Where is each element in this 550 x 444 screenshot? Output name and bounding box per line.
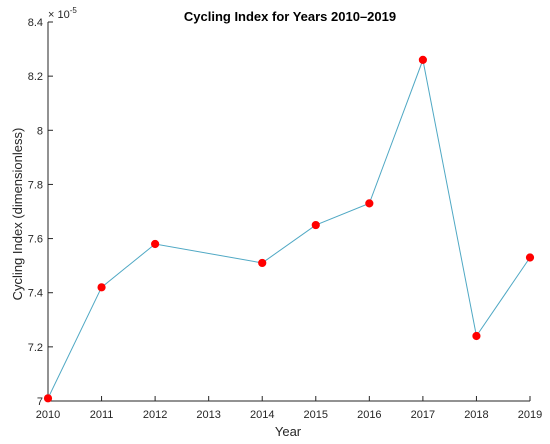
- data-point: [525, 253, 535, 262]
- data-point: [151, 239, 160, 249]
- x-tick-label: 2019: [518, 409, 542, 421]
- y-axis-exponent-power: -5: [70, 6, 78, 15]
- data-point: [365, 199, 374, 208]
- data-point: [472, 331, 481, 341]
- data-point: [258, 258, 267, 268]
- data-point: [418, 55, 427, 65]
- y-axis-label: Cycling Index (dimensionless): [10, 128, 25, 301]
- y-axis-exponent: × 10-5: [48, 6, 77, 21]
- x-tick-label: 2017: [411, 409, 435, 421]
- y-tick-label: 7.8: [28, 179, 43, 191]
- y-tick-label: 8.2: [28, 71, 43, 83]
- y-axis-exponent-base: × 10: [48, 9, 70, 21]
- y-tick-label: 7.6: [28, 234, 43, 246]
- x-tick-label: 2018: [464, 409, 488, 421]
- x-tick-label: 2014: [250, 409, 274, 421]
- y-tick-label: 7.4: [28, 288, 43, 300]
- y-tick-label: 7.2: [28, 342, 43, 354]
- x-tick-label: 2011: [90, 409, 114, 421]
- x-tick-label: 2012: [143, 409, 167, 421]
- y-tick-label: 8: [37, 125, 43, 137]
- chart-title: Cycling Index for Years 2010–2019: [184, 9, 396, 24]
- data-point: [311, 220, 320, 230]
- y-tick-label: 8.4: [28, 17, 43, 29]
- x-tick-label: 2015: [304, 409, 328, 421]
- y-tick-label: 7: [37, 396, 43, 408]
- series-markers: [43, 55, 535, 403]
- series-line: [47, 58, 531, 399]
- y-ticks: 7 7.2 7.4 7.6 7.8 8 8.2 8.4: [28, 17, 53, 408]
- x-tick-label: 2016: [357, 409, 381, 421]
- x-tick-label: 2013: [196, 409, 220, 421]
- x-axis-label: Year: [275, 424, 302, 439]
- x-tick-label: 2010: [36, 409, 60, 421]
- data-point: [43, 394, 53, 403]
- x-ticks: 2010 2011 2012 2013 2014 2015 2016 2017 2018 2019: [36, 396, 542, 421]
- axes: [47, 22, 530, 402]
- data-point: [97, 283, 106, 292]
